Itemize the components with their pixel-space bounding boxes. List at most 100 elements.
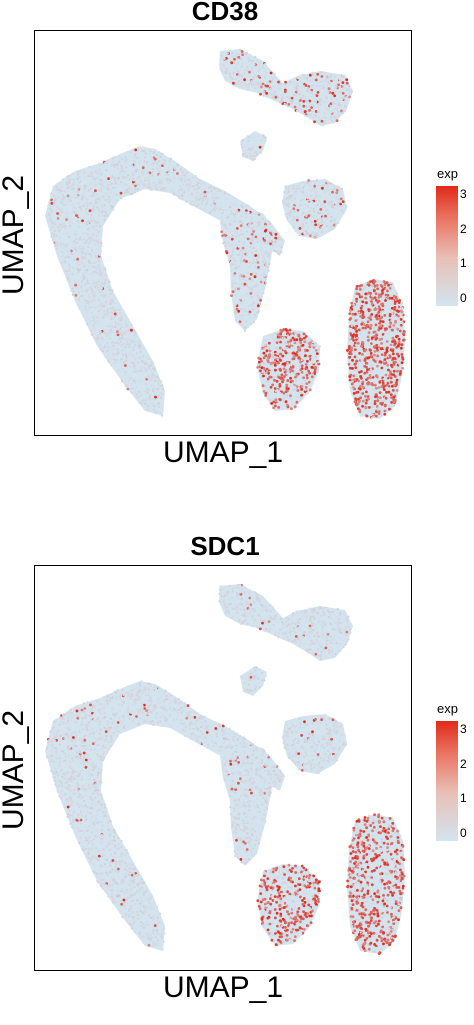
cell-point (284, 198, 287, 201)
cell-point (357, 339, 360, 342)
cell-point (311, 84, 314, 87)
cell-point (237, 309, 241, 313)
cell-point (332, 188, 335, 191)
cell-point (316, 635, 319, 638)
cell-point (243, 62, 247, 65)
cell-point (87, 300, 90, 303)
cell-point (300, 351, 303, 354)
cell-point (262, 291, 265, 295)
cell-point (170, 189, 174, 193)
cell-point (235, 605, 239, 608)
cell-point (136, 146, 140, 149)
cell-point (160, 188, 163, 191)
cell-point (85, 282, 88, 285)
cell-point (315, 194, 318, 197)
cell-point (92, 252, 95, 255)
cell-point (81, 290, 84, 293)
cell-point (376, 399, 380, 403)
cell-point (359, 300, 362, 303)
cell-point (299, 629, 302, 632)
cell-point (96, 341, 99, 344)
cell-point (244, 84, 247, 87)
cell-point (245, 297, 249, 300)
cell-point (240, 204, 243, 207)
cell-point (269, 251, 273, 254)
cell-point (292, 88, 295, 91)
cell-point (331, 119, 334, 122)
cell-point (303, 393, 306, 396)
cell-point (99, 179, 102, 182)
cell-point (245, 284, 249, 287)
cell-point (382, 378, 385, 381)
cell-point (400, 353, 404, 356)
cell-point (307, 369, 311, 373)
cell-point (128, 378, 131, 381)
cell-point (184, 180, 187, 183)
cell-point (364, 348, 368, 352)
cell-point (305, 222, 308, 225)
cell-point (369, 323, 373, 327)
cell-point (92, 314, 95, 317)
cell-point (307, 206, 310, 209)
cell-point (263, 620, 267, 623)
cell-point (289, 394, 292, 398)
cell-point (132, 365, 135, 368)
cell-point (250, 608, 253, 611)
cell-point (243, 153, 246, 156)
cell-point (66, 180, 69, 183)
cell-point (268, 82, 271, 85)
cell-point (132, 330, 135, 333)
cell-point (274, 404, 277, 408)
cell-point (333, 94, 337, 98)
cell-point (248, 277, 252, 281)
cell-point (116, 330, 119, 334)
cell-point (172, 171, 175, 174)
cell-point (380, 292, 384, 296)
cell-point (347, 615, 350, 618)
cell-point (66, 249, 69, 252)
cell-point (379, 360, 383, 364)
cell-point (89, 287, 92, 290)
cell-point (274, 368, 277, 372)
cell-point (352, 386, 355, 389)
cell-point (167, 176, 170, 179)
cell-point (77, 176, 80, 179)
cell-point (255, 272, 258, 275)
cell-point (126, 340, 129, 344)
cell-point (384, 299, 387, 302)
cell-point (395, 355, 398, 358)
cell-point (57, 182, 60, 185)
cell-point (68, 181, 71, 184)
cell-point (338, 78, 341, 81)
cell-point (323, 111, 326, 114)
cell-point (374, 308, 377, 311)
cell-point (250, 597, 253, 600)
cell-point (235, 227, 239, 230)
cell-point (285, 386, 289, 389)
cluster-left-arc (45, 146, 285, 416)
cell-point (237, 74, 240, 77)
cell-point (360, 344, 363, 348)
cell-point (227, 259, 230, 262)
cell-point (215, 197, 218, 200)
cell-point (92, 279, 95, 282)
cell-point (310, 620, 313, 623)
cell-point (232, 600, 236, 603)
cell-point (135, 176, 138, 180)
cell-point (318, 120, 321, 123)
cell-point (237, 597, 240, 600)
cell-point (155, 167, 158, 170)
cell-point (51, 232, 54, 235)
cell-point (283, 190, 286, 194)
cell-point (252, 295, 255, 298)
cell-point (99, 189, 103, 192)
cell-point (331, 639, 334, 642)
cell-point (234, 603, 237, 607)
cell-point (67, 275, 70, 278)
cell-point (225, 222, 228, 225)
cell-point (249, 266, 252, 269)
cell-point (112, 156, 116, 159)
cell-point (345, 624, 349, 627)
cell-point (355, 284, 359, 288)
cell-point (211, 196, 214, 199)
